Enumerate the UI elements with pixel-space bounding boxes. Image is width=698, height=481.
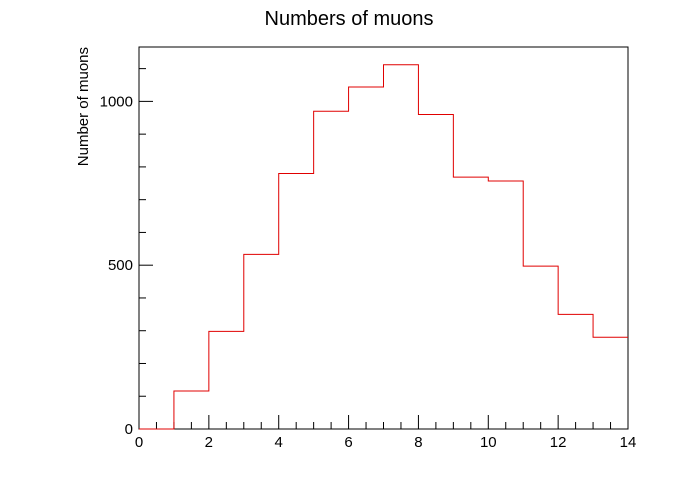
x-tick-label: 12: [550, 434, 567, 451]
x-tick-label: 6: [344, 434, 352, 451]
x-tick-label: 14: [620, 434, 637, 451]
x-tick-label: 8: [414, 434, 422, 451]
y-tick-label: 500: [108, 257, 133, 274]
x-tick-label: 4: [275, 434, 283, 451]
y-axis-tick-labels: 0 500 1000: [100, 93, 133, 438]
y-axis-label: Number of muons: [75, 47, 92, 166]
x-tick-label: 0: [135, 434, 143, 451]
x-axis-ticks: [138, 415, 629, 429]
chart-title: Numbers of muons: [265, 8, 434, 30]
y-tick-label: 1000: [100, 93, 133, 110]
x-axis-tick-labels: 0 2 4 6 8 10 12 14: [135, 434, 637, 451]
x-tick-label: 10: [480, 434, 497, 451]
x-tick-label: 2: [205, 434, 213, 451]
y-tick-label: 0: [125, 421, 133, 438]
histogram-series-line: [139, 64, 628, 430]
y-axis-ticks: [139, 68, 153, 430]
plot-frame: [138, 46, 629, 430]
